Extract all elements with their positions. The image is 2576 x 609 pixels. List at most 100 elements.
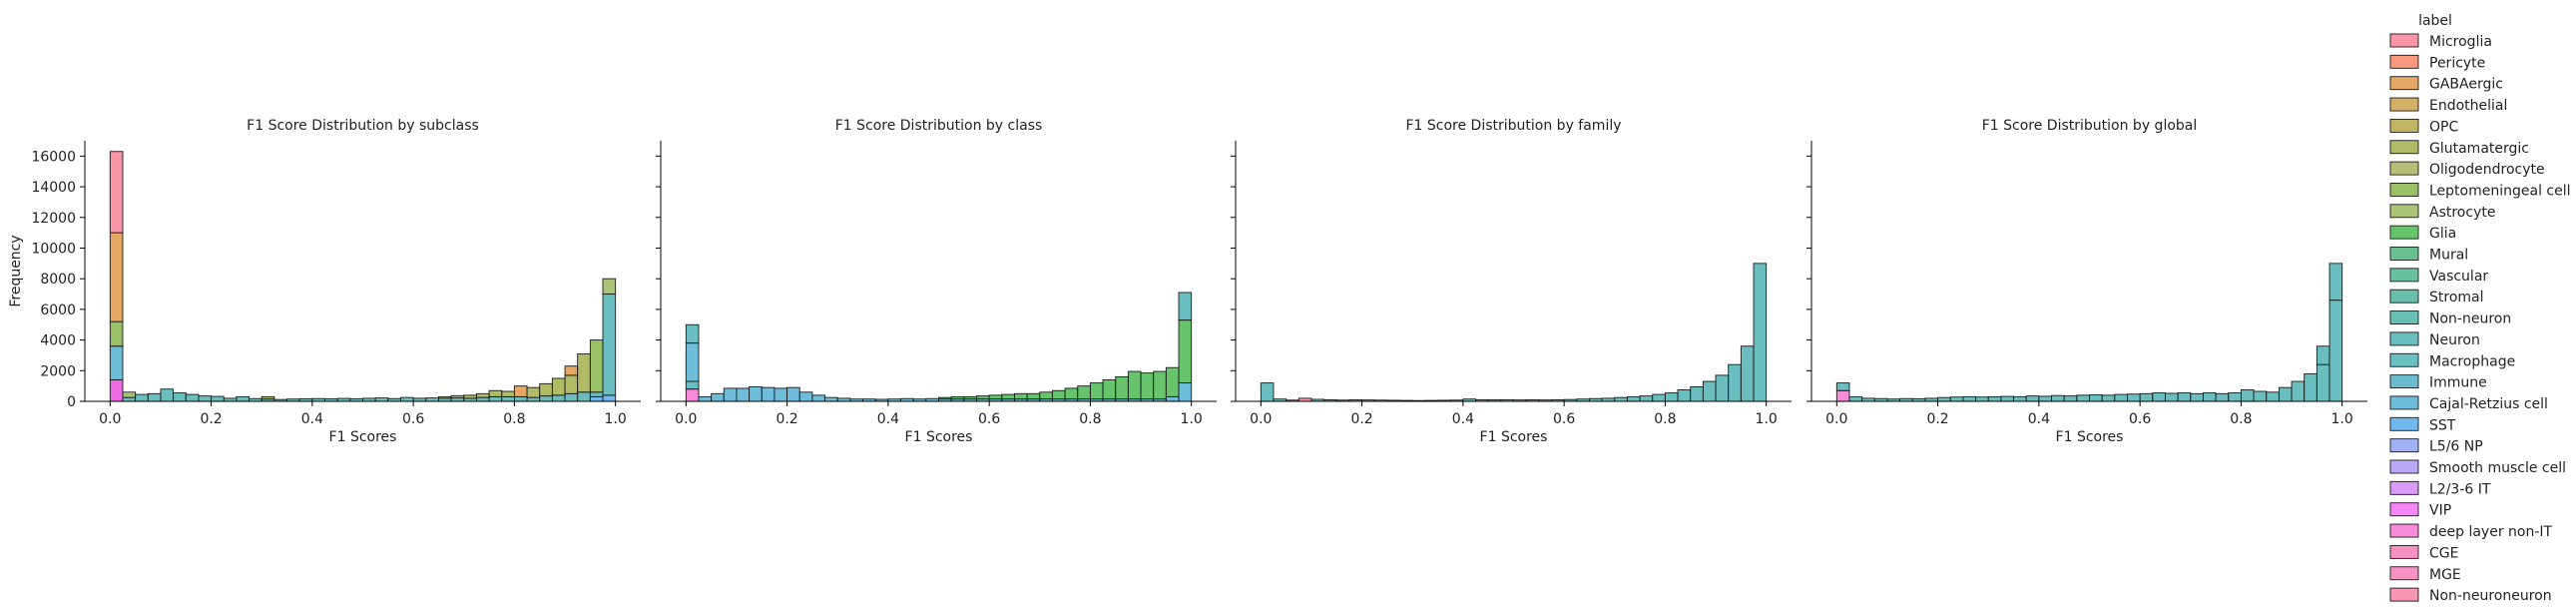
legend-entry-label: Cajal-Retzius cell — [2429, 396, 2548, 412]
histogram-bar — [1753, 263, 1768, 402]
histogram-bar — [109, 232, 124, 322]
histogram-bar — [1115, 375, 1129, 400]
histogram-bar — [950, 395, 965, 400]
histogram-bar — [1937, 396, 1951, 402]
histogram-bar — [1664, 392, 1679, 402]
histogram-bar — [2051, 394, 2065, 402]
histogram-bar — [2240, 389, 2255, 402]
x-tick-label: 0.0 — [1250, 411, 1272, 427]
legend-swatch — [2389, 459, 2419, 474]
histogram-bar — [589, 395, 604, 402]
legend-swatch — [2389, 438, 2419, 453]
panel-title: F1 Score Distribution by class — [835, 118, 1043, 134]
x-tick-label: 0.4 — [877, 411, 899, 427]
x-axis-label: F1 Scores — [2056, 429, 2124, 445]
histogram-bar — [526, 386, 541, 398]
histogram-bar — [450, 397, 465, 402]
histogram-bar — [698, 395, 713, 402]
legend-swatch — [2389, 502, 2419, 517]
legend-entry-label: Neuron — [2429, 332, 2480, 348]
histogram-bar — [2291, 380, 2306, 402]
x-tick-label: 0.0 — [1825, 411, 1847, 427]
histogram-bar — [711, 392, 725, 402]
x-tick-label: 0.8 — [1654, 411, 1676, 427]
x-tick-label: 0.2 — [1350, 411, 1372, 427]
histogram-bar — [602, 394, 617, 402]
histogram-bar — [2202, 392, 2217, 402]
histogram-bar — [749, 385, 763, 402]
x-tick-label: 0.8 — [503, 411, 525, 427]
y-tick-label: 2000 — [40, 363, 76, 379]
x-tick-label: 0.6 — [1553, 411, 1575, 427]
histogram-bar — [2152, 392, 2166, 402]
histogram-bar — [2190, 392, 2204, 402]
histogram-bar — [185, 393, 200, 402]
histogram-bar — [1614, 396, 1628, 402]
histogram-bar — [1740, 345, 1755, 402]
legend-swatch — [2389, 182, 2419, 197]
legend-title: label — [2418, 13, 2452, 29]
legend-entry-label: Non-neuron — [2429, 311, 2511, 327]
histogram-bar — [1260, 382, 1275, 402]
histogram-bar — [2278, 386, 2293, 402]
histogram-bar — [736, 387, 751, 402]
histogram-bar — [109, 379, 124, 402]
histogram-bar — [160, 388, 175, 402]
histogram-bar — [1064, 387, 1079, 400]
histogram-bar — [786, 386, 800, 402]
legend-entry-label: Glia — [2429, 226, 2456, 242]
y-tick-label: 16000 — [31, 149, 76, 165]
histogram-bar — [2215, 392, 2230, 402]
histogram-bar — [589, 339, 604, 393]
x-tick-label: 0.8 — [1079, 411, 1101, 427]
histogram-bar — [501, 395, 515, 402]
y-tick-label: 4000 — [40, 333, 76, 349]
histogram-bar — [2076, 394, 2090, 402]
histogram-bar — [2114, 393, 2128, 402]
histogram-bar — [2177, 392, 2192, 402]
histogram-bar — [761, 386, 775, 402]
legend-entry-label: SST — [2429, 417, 2456, 433]
x-tick-label: 1.0 — [1756, 411, 1778, 427]
x-tick-label: 0.0 — [99, 411, 121, 427]
histogram-bar — [551, 377, 566, 396]
legend-entry-label: deep layer non-IT — [2429, 524, 2553, 540]
histogram-bar — [1728, 363, 1742, 402]
histogram-bar — [211, 395, 225, 402]
histogram-bar — [685, 388, 700, 402]
histogram-bar — [135, 393, 149, 402]
histogram-bar — [1102, 379, 1117, 400]
histogram-bar — [109, 345, 124, 380]
x-axis-label: F1 Scores — [329, 429, 397, 445]
legend-entry-label: Vascular — [2429, 269, 2488, 285]
histogram-bar — [526, 396, 541, 402]
histogram-bar — [976, 395, 990, 400]
histogram-bar — [1652, 393, 1666, 402]
legend-entry-label: Immune — [2429, 375, 2487, 391]
histogram-bar — [723, 387, 738, 402]
legend-entry-label: L5/6 NP — [2429, 439, 2483, 455]
histogram-bar — [564, 374, 579, 394]
panel-title: F1 Score Distribution by global — [1982, 118, 2198, 134]
histogram-bar — [2316, 345, 2330, 365]
histogram-bar — [1715, 374, 1730, 402]
legend-entry-label: GABAergic — [2429, 77, 2503, 93]
legend-entry-label: Microglia — [2429, 34, 2492, 50]
histogram-bar — [2063, 395, 2078, 402]
histogram-bar — [425, 397, 439, 402]
histogram-bar — [438, 395, 452, 399]
histogram-bar — [1039, 391, 1053, 400]
histogram-bar — [1001, 393, 1015, 400]
x-tick-label: 0.4 — [1452, 411, 1474, 427]
x-tick-label: 0.6 — [978, 411, 1000, 427]
legend-entry-label: Smooth muscle cell — [2429, 460, 2566, 476]
x-axis-label: F1 Scores — [905, 429, 973, 445]
legend-swatch — [2389, 33, 2419, 48]
histogram-bar — [1702, 380, 1717, 402]
panel-2: 0.0 0.2 0.4 0.6 0.8 1.0 F1 Score Distribution … — [656, 118, 1217, 445]
legend-swatch — [2389, 416, 2419, 431]
legend-entry-label: Astrocyte — [2429, 205, 2495, 221]
legend-entry-label: Glutamatergic — [2429, 141, 2529, 157]
y-tick-label: 8000 — [40, 272, 76, 288]
histogram-bar — [564, 392, 579, 402]
